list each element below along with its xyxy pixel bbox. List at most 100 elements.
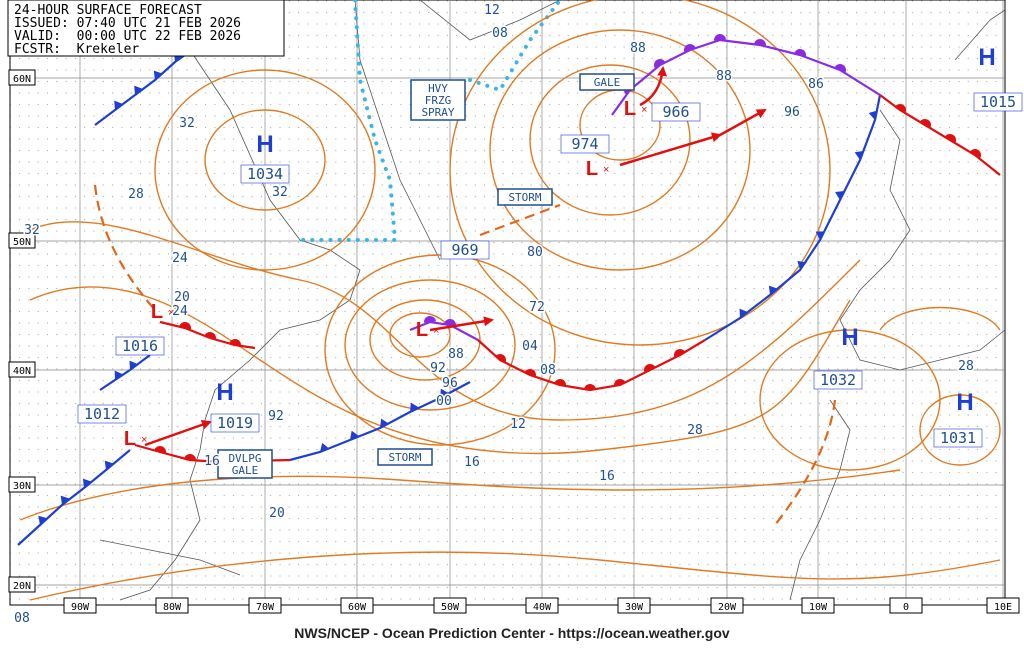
center-x: × [433,325,439,337]
isobar-label: 88 [630,41,646,56]
pressure-symbol: H [256,131,273,158]
pressure-value: 1032 [820,371,856,389]
pressure-value: 974 [571,135,598,153]
isobar-label: 88 [448,347,464,362]
pressure-box [240,164,290,184]
isobar-label: 92 [268,409,284,424]
lat-label: 30N [13,481,31,492]
warning-box [410,79,466,121]
warning-text: STORM [508,191,541,204]
lon-label: 10W [809,602,828,613]
warning-text: STORM [388,451,421,464]
pressure-value: 1012 [84,405,120,423]
isobar-label: 92 [430,361,446,376]
warning-text: SPRAY [421,106,454,119]
pressure-symbol: H [841,324,858,351]
pressure-box [651,102,701,122]
sea-ice [298,0,562,242]
isobar-label: 32 [272,185,288,200]
lon-label: 0 [903,602,909,613]
lon-label-box [617,597,651,614]
lon-label-box [525,597,559,614]
lat-label-box [8,69,36,86]
isobar-label: 28 [687,423,703,438]
lon-label-box [801,597,835,614]
pressure-box [440,240,490,260]
isobar-label: 16 [599,469,615,484]
pressure-box [560,134,610,154]
lon-label-box [248,597,282,614]
warning-box [217,449,273,479]
fronts [17,34,1001,546]
lon-label: 10E [994,602,1012,613]
lon-label-box [889,597,923,614]
pressure-symbol: L [416,319,428,341]
lon-label: 70W [256,602,275,613]
lat-label-box [8,361,36,378]
pressure-value: 1031 [940,429,976,447]
pressure-box [115,336,165,356]
pressure-value: 1016 [122,337,158,355]
pressure-symbol: L [586,158,598,180]
lon-label-box [986,597,1020,614]
isobar-label: 16 [464,455,480,470]
lat-label-box [8,576,36,593]
header-forecaster: FCSTR: Krekeler [14,42,139,57]
isobar-label: 72 [529,300,545,315]
isobar-label: 24 [172,304,188,319]
lat-label: 20N [13,581,31,592]
isobar-label: 08 [540,363,556,378]
footer: NWS/NCEP - Ocean Prediction Center - htt… [294,625,730,641]
isobar-label: 04 [522,339,538,354]
lon-label-box [155,597,189,614]
pressure-value: 966 [662,103,689,121]
warning-text: DVLPG [228,452,261,465]
lat-label-box [8,476,36,493]
isobar-label: 96 [784,105,800,120]
lon-label: 40W [533,602,552,613]
isobar-label: 20 [269,506,285,521]
pressure-value: 1034 [247,165,283,183]
lat-label-box [8,232,36,249]
center-x: × [168,307,174,319]
lon-label-box [340,597,374,614]
isobar-label: 00 [436,394,452,409]
lon-label: 20W [718,602,737,613]
pressure-box [933,428,983,448]
warning-box [497,188,553,206]
isobar-label: 08 [14,611,30,626]
isobar-label: 20 [174,290,190,305]
isobar-label: 80 [527,245,543,260]
isobar-label: 32 [179,116,195,131]
lon-label-box [63,597,97,614]
isobar-label: 28 [128,187,144,202]
pressure-value: 1019 [217,414,253,432]
pressure-box [210,413,260,433]
isobar-label: 28 [958,359,974,374]
warning-box [377,448,433,466]
pressure-symbol: H [956,389,973,416]
isobar-label: 32 [24,223,40,238]
isobar-label: 96 [442,376,458,391]
lon-label: 90W [71,602,90,613]
lon-label: 80W [163,602,182,613]
header-valid: VALID: 00:00 UTC 22 FEB 2026 [14,29,241,44]
pressure-value: 969 [451,241,478,259]
pressure-symbol: L [151,301,163,323]
header-title: 24-HOUR SURFACE FORECAST [14,3,202,18]
isobar-label: 08 [492,26,508,41]
isobar-label: 12 [484,3,500,18]
center-x: × [641,104,647,116]
lon-label-box [710,597,744,614]
center-x: × [603,164,609,176]
pressure-box [813,370,863,390]
header-issued: ISSUED: 07:40 UTC 21 FEB 2026 [14,16,241,31]
center-x: × [141,434,147,446]
isobar-label: 88 [716,69,732,84]
pressure-symbol: H [216,379,233,406]
isobar-label: 12 [510,417,526,432]
lon-label: 60W [348,602,367,613]
pressure-symbol: H [978,44,995,71]
labels: 60N 50N 40N 30N 20N 90W 80W 70W 60W 50W 40W 30W 20W 1… [8,2,1023,628]
header-box: 24-HOUR SURFACE FORECAST ISSUED: 07:40 U… [7,0,285,57]
